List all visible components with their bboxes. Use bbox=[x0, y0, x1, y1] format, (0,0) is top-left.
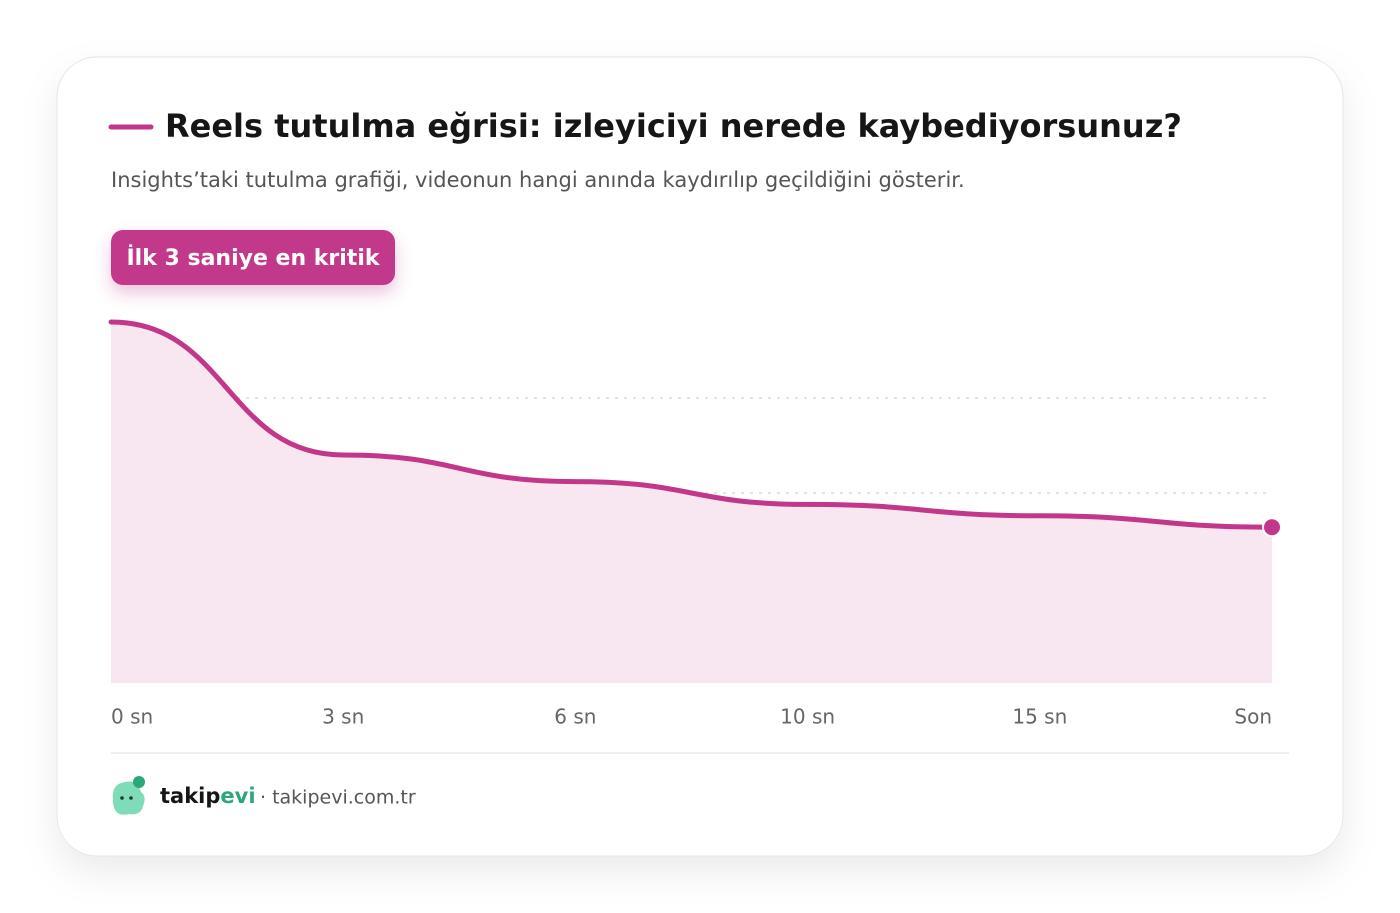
logo-icon bbox=[112, 776, 145, 815]
x-tick-label: Son bbox=[1234, 705, 1272, 729]
x-tick-label: 0 sn bbox=[111, 705, 153, 729]
brand-part: evi bbox=[220, 784, 255, 808]
chart-subtitle: Insights’taki tutulma grafiği, videonun … bbox=[111, 168, 965, 192]
x-tick-label: 3 sn bbox=[322, 705, 364, 729]
x-tick-label: 10 sn bbox=[780, 705, 835, 729]
annotation: İlk 3 saniye en kritik bbox=[127, 245, 381, 271]
line bbox=[108, 319, 1275, 530]
site: · takipevi.com.tr bbox=[260, 787, 416, 809]
brand: takipevi bbox=[160, 784, 256, 808]
annotation-badge bbox=[111, 230, 395, 285]
end-point bbox=[1262, 517, 1282, 538]
area-fill bbox=[111, 322, 1272, 683]
brand-part: takip bbox=[160, 784, 220, 808]
plot: 0 sn 3 sn 6 sn 10 sn 15 sn Son bbox=[108, 319, 1282, 729]
chart-title: Reels tutulma eğrisi: izleyiciyi nerede … bbox=[165, 107, 1182, 145]
x-tick-label: 15 sn bbox=[1012, 705, 1067, 729]
x-tick-label: 6 sn bbox=[554, 705, 596, 729]
